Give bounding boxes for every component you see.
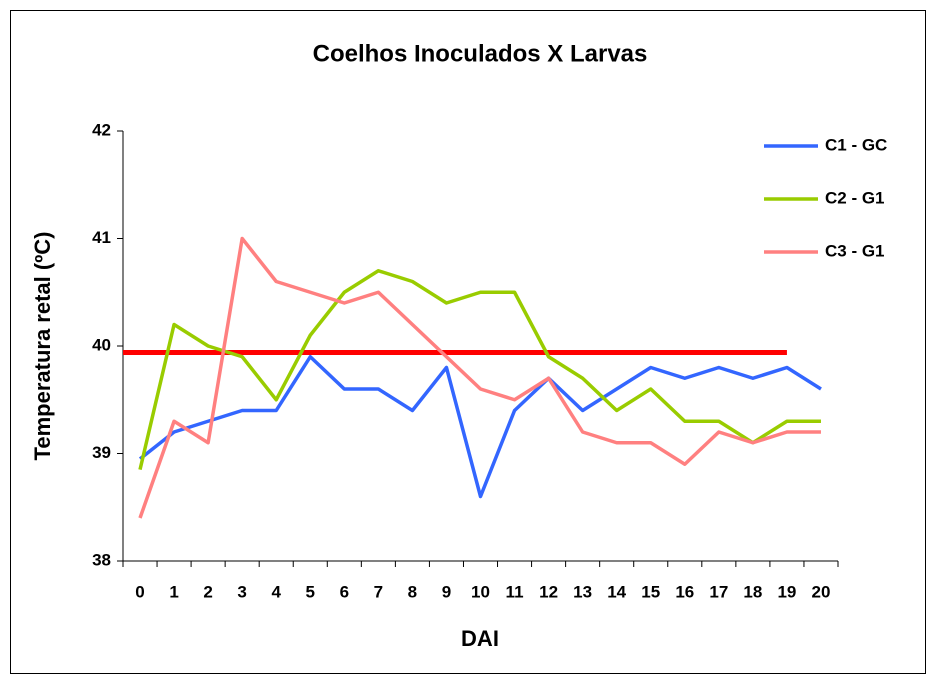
x-tick-label: 1 [169, 582, 178, 601]
x-tick-label: 0 [135, 582, 144, 601]
x-tick-label: 13 [573, 582, 592, 601]
x-tick-label: 5 [306, 582, 315, 601]
y-tick-label: 38 [92, 550, 111, 569]
x-tick-label: 3 [237, 582, 246, 601]
series-line [138, 269, 821, 471]
x-tick-label: 15 [641, 582, 660, 601]
x-tick-label: 18 [743, 582, 762, 601]
chart-frame [10, 10, 926, 674]
x-tick-label: 19 [777, 582, 796, 601]
x-tick-label: 10 [471, 582, 490, 601]
x-tick-label: 6 [340, 582, 349, 601]
y-tick-label: 42 [92, 120, 111, 139]
x-tick-label: 4 [271, 582, 281, 601]
y-tick-label: 40 [92, 335, 111, 354]
x-tick-label: 7 [374, 582, 383, 601]
x-tick-label: 11 [506, 582, 524, 601]
x-tick-label: 14 [607, 582, 626, 601]
x-tick-label: 2 [203, 582, 212, 601]
legend-label: C3 - G1 [825, 241, 885, 260]
x-axis-label: DAI [461, 626, 499, 651]
x-tick-label: 8 [408, 582, 417, 601]
legend-label: C1 - GC [825, 135, 887, 154]
x-tick-label: 9 [442, 582, 451, 601]
series-line [138, 355, 822, 499]
x-tick-label: 16 [675, 582, 694, 601]
x-tick-label: 12 [539, 582, 558, 601]
y-axis-label: Temperatura retal (ºC) [30, 232, 55, 461]
x-tick-label: 20 [812, 582, 831, 601]
y-tick-label: 39 [92, 443, 111, 462]
y-tick-label: 41 [92, 228, 111, 247]
legend-label: C2 - G1 [825, 188, 885, 207]
series-line [138, 236, 821, 519]
x-tick-label: 17 [709, 582, 728, 601]
chart-title: Coelhos Inoculados X Larvas [313, 40, 648, 67]
